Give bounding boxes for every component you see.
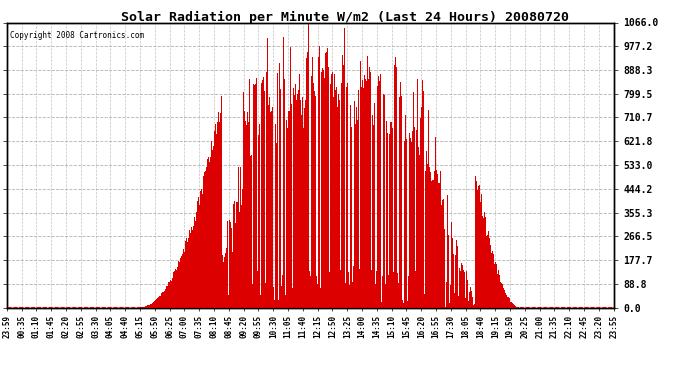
Text: Copyright 2008 Cartronics.com: Copyright 2008 Cartronics.com — [10, 31, 144, 40]
Text: Solar Radiation per Minute W/m2 (Last 24 Hours) 20080720: Solar Radiation per Minute W/m2 (Last 24… — [121, 11, 569, 24]
